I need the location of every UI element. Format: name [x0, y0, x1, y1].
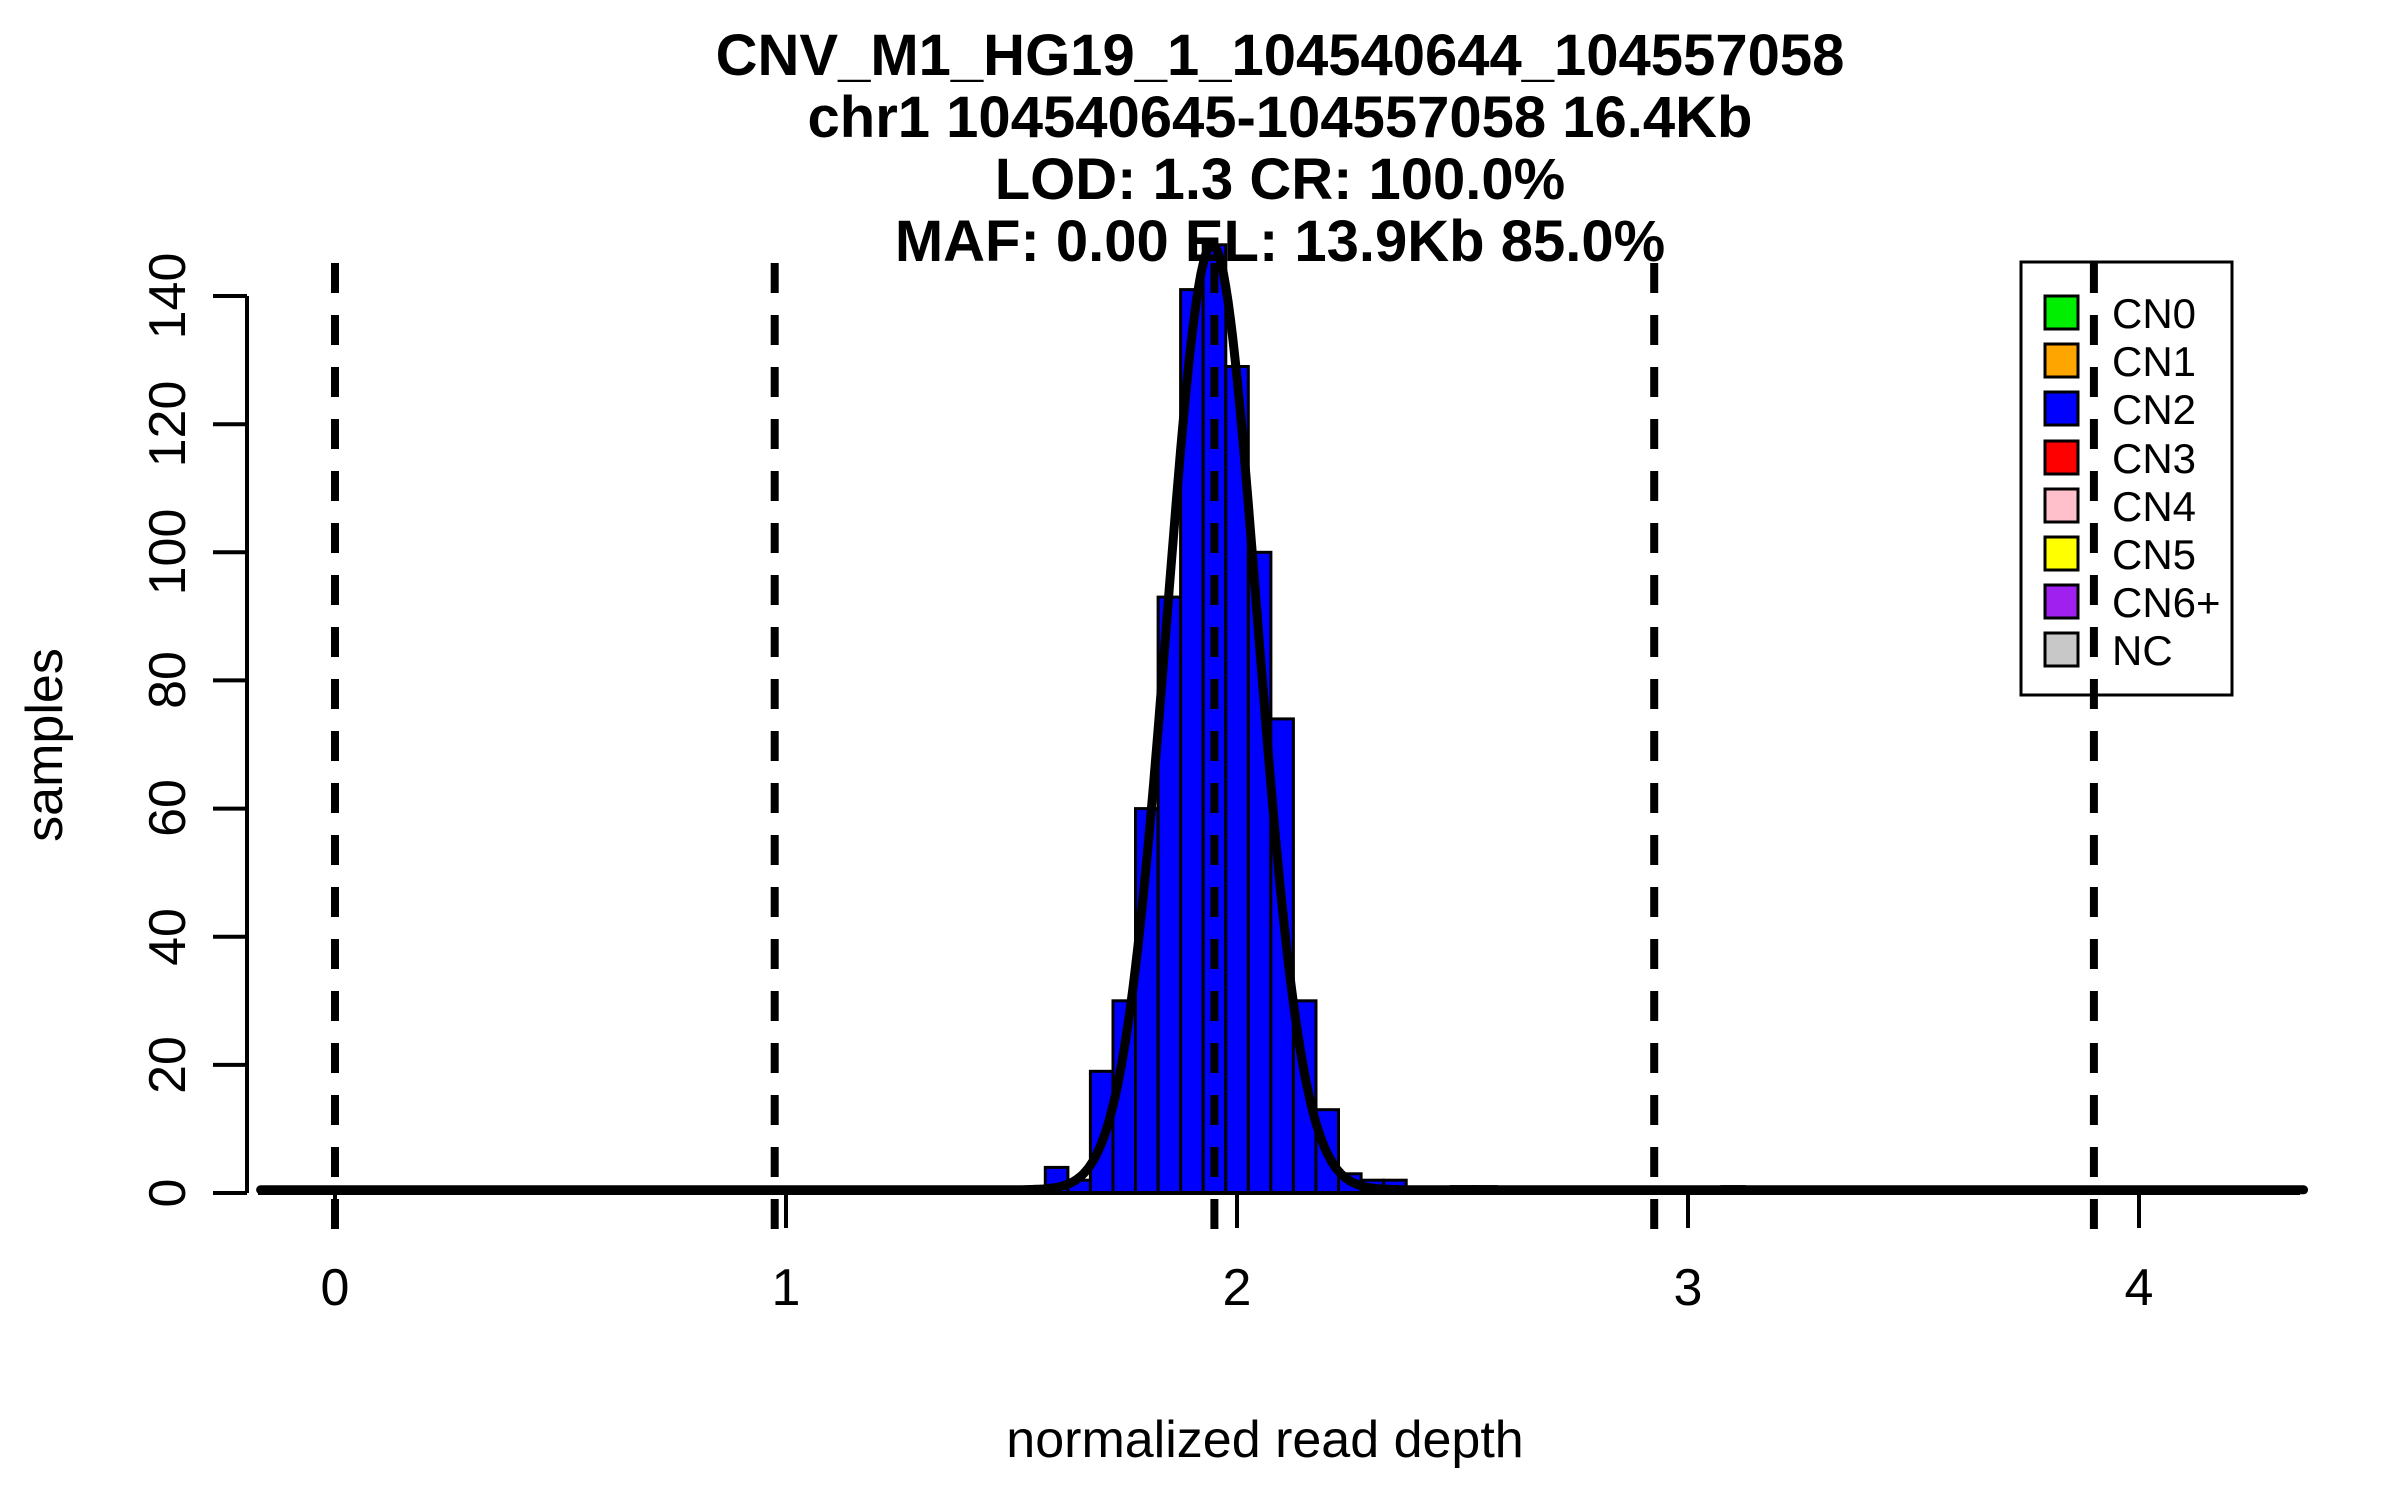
legend-swatch-nc	[2043, 631, 2080, 668]
y-tick-label-0: 0	[139, 1179, 197, 1208]
y-tick-label-140: 140	[139, 253, 197, 340]
legend: CN0 CN1 CN2 CN3 CN4 CN5 CN6+ NC	[2019, 260, 2234, 697]
x-axis-title: normalized read depth	[1006, 1411, 1523, 1469]
legend-label-nc: NC	[2112, 627, 2173, 674]
y-tick-label-120: 120	[139, 381, 197, 468]
legend-label-cn6plus: CN6+	[2112, 579, 2221, 626]
plot-title-line-3: LOD: 1.3 CR: 100.0%	[995, 147, 1566, 212]
legend-swatch-cn0	[2043, 294, 2080, 331]
legend-label-cn3: CN3	[2112, 435, 2196, 482]
y-tick-label-20: 20	[139, 1036, 197, 1094]
title-block: CNV_M1_HG19_1_104540644_104557058 chr1 1…	[716, 23, 1845, 274]
y-tick-label-100: 100	[139, 509, 197, 596]
x-tick-label-2: 2	[1223, 1259, 1252, 1317]
plot-title-line-1: CNV_M1_HG19_1_104540644_104557058	[716, 23, 1845, 88]
legend-label-cn2: CN2	[2112, 386, 2196, 433]
legend-label-cn5: CN5	[2112, 531, 2196, 578]
histogram-bars-layer	[1043, 243, 1746, 1195]
x-tick-label-4: 4	[2125, 1259, 2154, 1317]
y-axis-title: samples	[16, 648, 74, 842]
legend-swatch-cn2	[2043, 390, 2080, 427]
y-tick-label-80: 80	[139, 651, 197, 709]
legend-label-cn1: CN1	[2112, 338, 2196, 385]
legend-swatch-cn4	[2043, 487, 2080, 524]
y-axis-tick-labels: 0 20 40 60 80 100 120 140	[139, 253, 197, 1208]
y-tick-label-60: 60	[139, 779, 197, 837]
y-tick-label-40: 40	[139, 908, 197, 966]
x-tick-label-0: 0	[321, 1259, 350, 1317]
legend-swatch-cn6plus	[2043, 583, 2080, 620]
plot-title-line-2: chr1 104540645-104557058 16.4Kb	[808, 85, 1753, 150]
density-fit-curve	[256, 240, 2309, 1195]
copy-number-guide-lines-layer	[331, 262, 2098, 1229]
legend-label-cn0: CN0	[2112, 290, 2196, 337]
x-axis-tick-labels: 0 1 2 3 4	[321, 1259, 2154, 1317]
plot-title-line-4: MAF: 0.00 EL: 13.9Kb 85.0%	[895, 209, 1665, 274]
x-tick-label-3: 3	[1674, 1259, 1703, 1317]
legend-label-cn4: CN4	[2112, 483, 2196, 530]
axes-layer	[213, 294, 2300, 1228]
x-tick-label-1: 1	[772, 1259, 801, 1317]
legend-swatch-cn1	[2043, 342, 2080, 379]
density-curve-layer	[256, 240, 2309, 1195]
legend-swatch-cn5	[2043, 535, 2080, 572]
legend-swatch-cn3	[2043, 439, 2080, 476]
legend-box	[2019, 260, 2234, 697]
